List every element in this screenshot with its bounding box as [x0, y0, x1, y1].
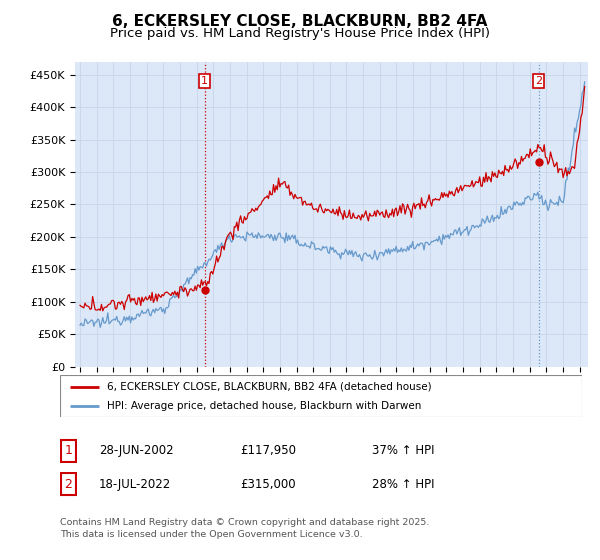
Text: 1: 1: [201, 76, 208, 86]
FancyBboxPatch shape: [61, 440, 76, 462]
Text: HPI: Average price, detached house, Blackburn with Darwen: HPI: Average price, detached house, Blac…: [107, 401, 421, 411]
Text: 37% ↑ HPI: 37% ↑ HPI: [372, 444, 434, 458]
FancyBboxPatch shape: [60, 375, 582, 417]
Text: Contains HM Land Registry data © Crown copyright and database right 2025.
This d: Contains HM Land Registry data © Crown c…: [60, 518, 430, 539]
Text: 2: 2: [64, 478, 73, 491]
Text: £315,000: £315,000: [240, 478, 296, 491]
Text: 6, ECKERSLEY CLOSE, BLACKBURN, BB2 4FA (detached house): 6, ECKERSLEY CLOSE, BLACKBURN, BB2 4FA (…: [107, 381, 431, 391]
Text: 18-JUL-2022: 18-JUL-2022: [99, 478, 171, 491]
Text: £117,950: £117,950: [240, 444, 296, 458]
Text: 6, ECKERSLEY CLOSE, BLACKBURN, BB2 4FA: 6, ECKERSLEY CLOSE, BLACKBURN, BB2 4FA: [112, 14, 488, 29]
FancyBboxPatch shape: [61, 473, 76, 496]
Text: 28% ↑ HPI: 28% ↑ HPI: [372, 478, 434, 491]
Text: 28-JUN-2002: 28-JUN-2002: [99, 444, 173, 458]
Text: 2: 2: [535, 76, 542, 86]
Text: 1: 1: [64, 444, 73, 458]
Text: Price paid vs. HM Land Registry's House Price Index (HPI): Price paid vs. HM Land Registry's House …: [110, 27, 490, 40]
